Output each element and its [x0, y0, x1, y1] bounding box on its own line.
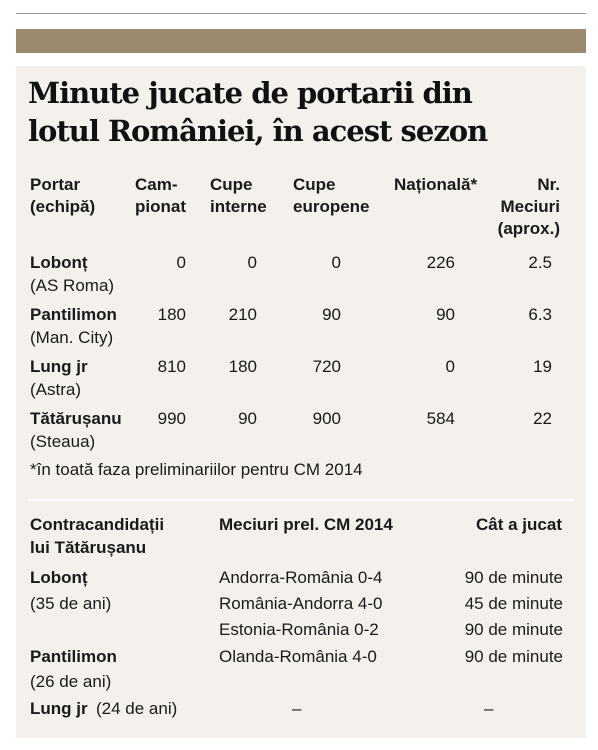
cell-campionat: 180 — [157, 305, 186, 324]
header-echipa: (echipă) — [30, 197, 96, 216]
cell-nationala: 226 — [426, 253, 455, 272]
header-meciuri-2: Meciuri — [500, 197, 560, 216]
cell-nationala: 584 — [426, 409, 455, 428]
cell-meciuri: 2.5 — [528, 253, 552, 272]
row-name: Lung jr — [30, 357, 88, 376]
cell-cupe-europene: 0 — [331, 253, 341, 272]
candidate-name: Lobonț — [30, 568, 88, 587]
cell-cupe-interne: 180 — [228, 357, 257, 376]
header-meciuri-1: Nr. — [537, 175, 560, 194]
match-name: – — [292, 699, 302, 718]
cell-cupe-interne: 210 — [228, 305, 257, 324]
row-team: (Astra) — [30, 380, 81, 399]
section-divider — [28, 499, 574, 501]
cell-cupe-europene: 720 — [312, 357, 341, 376]
header-meciuri-prel: Meciuri prel. CM 2014 — [219, 515, 393, 534]
match-name: Estonia-România 0-2 — [219, 620, 379, 639]
cell-campionat: 0 — [176, 253, 186, 272]
cell-cupe-europene: 90 — [322, 305, 341, 324]
header-contracandidati-2: lui Tătărușanu — [30, 538, 147, 557]
match-name: Andorra-România 0-4 — [219, 568, 383, 587]
match-name: România-Andorra 4-0 — [219, 594, 383, 613]
header-contracandidati-1: Contracandidații — [30, 515, 165, 534]
header-cupe-europene-1: Cupe — [293, 175, 336, 194]
header-meciuri-3: (aprox.) — [497, 219, 560, 238]
cell-campionat: 990 — [157, 409, 186, 428]
cell-meciuri: 22 — [533, 409, 552, 428]
table1-footnote: *în toată faza preliminariilor pentru CM… — [30, 460, 363, 479]
row-team: (Steaua) — [30, 432, 96, 451]
header-portar: Portar — [30, 175, 81, 194]
infobox-panel — [16, 66, 586, 738]
cell-cupe-europene: 900 — [312, 409, 341, 428]
candidate-age: (35 de ani) — [30, 594, 112, 613]
row-team: (Man. City) — [30, 328, 114, 347]
cell-campionat: 810 — [157, 357, 186, 376]
candidate-age: (26 de ani) — [30, 672, 112, 691]
match-minutes: 90 de minute — [464, 568, 563, 587]
match-minutes: 90 de minute — [464, 647, 563, 666]
match-minutes: – — [484, 699, 494, 718]
header-nationala: Națională* — [394, 175, 478, 194]
candidate-name: Lung jr — [30, 699, 88, 718]
cell-cupe-interne: 0 — [247, 253, 257, 272]
header-cupe-interne-2: interne — [210, 197, 267, 216]
cell-meciuri: 6.3 — [528, 305, 552, 324]
title-line-2: lotul României, în acest sezon — [28, 114, 488, 148]
match-name: Olanda-România 4-0 — [219, 647, 377, 666]
cell-nationala: 0 — [445, 357, 455, 376]
match-minutes: 90 de minute — [464, 620, 563, 639]
header-cat-a-jucat: Cât a jucat — [476, 515, 562, 534]
header-banner — [16, 29, 586, 53]
header-campionat-1: Cam- — [135, 175, 178, 194]
match-minutes: 45 de minute — [464, 594, 563, 613]
top-rule — [16, 13, 586, 14]
candidate-age: (24 de ani) — [96, 699, 178, 718]
cell-nationala: 90 — [436, 305, 455, 324]
cell-meciuri: 19 — [533, 357, 552, 376]
header-campionat-2: pionat — [135, 197, 186, 216]
infobox-title: Minute jucate de portarii din lotul Româ… — [28, 74, 578, 150]
row-name: Lobonț — [30, 253, 88, 272]
row-team: (AS Roma) — [30, 276, 115, 295]
cell-cupe-interne: 90 — [238, 409, 257, 428]
title-line-1: Minute jucate de portarii din — [28, 76, 473, 110]
candidate-name: Pantilimon — [30, 647, 117, 666]
header-cupe-europene-2: europene — [293, 197, 370, 216]
header-cupe-interne-1: Cupe — [210, 175, 253, 194]
row-name: Tătărușanu — [30, 409, 122, 428]
row-name: Pantilimon — [30, 305, 117, 324]
